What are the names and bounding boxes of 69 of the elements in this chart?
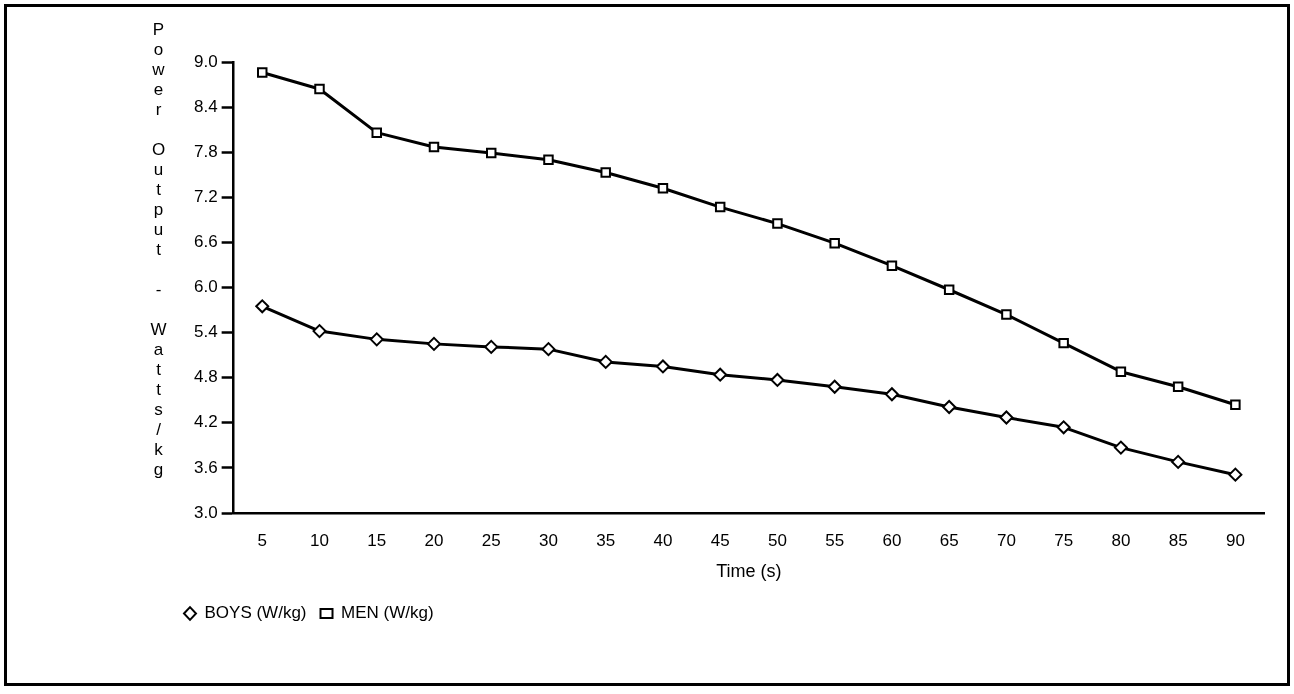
- y-tick-label: 4.2: [193, 412, 218, 432]
- point: [772, 218, 783, 229]
- x-tick-label: 25: [481, 530, 501, 550]
- y-axis-title: Power Output - Watts/kg: [149, 20, 168, 480]
- point: [943, 284, 955, 295]
- point: [1172, 381, 1184, 392]
- x-tick-label: 15: [367, 530, 387, 550]
- x-tick-label: 75: [1054, 530, 1074, 550]
- point: [999, 410, 1014, 425]
- point: [1115, 366, 1127, 377]
- point: [428, 141, 440, 153]
- x-tick-label: 30: [539, 530, 558, 550]
- point: [255, 299, 270, 314]
- x-tick-label: 90: [1225, 530, 1245, 550]
- point: [1001, 309, 1012, 320]
- x-axis-title: Time (s): [716, 561, 782, 582]
- x-tick-label: 70: [996, 530, 1016, 550]
- y-tick-label: 3.0: [193, 502, 218, 522]
- x-tick-label: 55: [825, 530, 845, 550]
- x-tick-label: 60: [882, 530, 902, 550]
- point: [886, 260, 898, 271]
- x-tick-label: 35: [596, 530, 616, 550]
- y-tick-label: 6.6: [193, 232, 218, 252]
- point: [1058, 337, 1069, 349]
- x-tick-label: 45: [710, 530, 730, 550]
- point: [829, 237, 840, 249]
- point: [1228, 467, 1243, 482]
- point: [942, 400, 957, 415]
- point: [485, 147, 497, 159]
- point: [600, 167, 611, 178]
- point: [543, 154, 554, 165]
- point: [1230, 399, 1241, 410]
- point: [770, 372, 785, 387]
- y-tick-label: 7.2: [193, 186, 218, 206]
- point: [1056, 420, 1071, 435]
- y-tick-label: 9.0: [193, 51, 218, 71]
- point: [884, 387, 899, 402]
- x-tick-label: 5: [257, 530, 267, 550]
- x-tick-label: 50: [767, 530, 787, 550]
- point: [257, 67, 268, 78]
- point: [371, 127, 382, 138]
- point: [426, 336, 441, 351]
- point: [598, 354, 613, 369]
- point: [369, 332, 384, 347]
- y-tick-label: 4.8: [193, 367, 218, 387]
- y-tick-label: 8.4: [193, 96, 218, 116]
- point: [1113, 440, 1128, 455]
- point: [484, 339, 499, 354]
- point: [657, 183, 669, 194]
- point: [713, 367, 728, 382]
- y-tick-label: 5.4: [193, 322, 218, 342]
- x-tick-label: 20: [424, 530, 444, 550]
- x-tick-label: 40: [653, 530, 673, 550]
- y-tick-label: 6.0: [193, 277, 218, 297]
- legend-label: MEN (W/kg): [341, 603, 434, 623]
- point: [1171, 454, 1186, 469]
- point: [827, 379, 842, 394]
- legend-label: BOYS (W/kg): [204, 603, 307, 623]
- x-tick-label: 10: [310, 530, 329, 550]
- y-tick-label: 7.8: [193, 141, 218, 161]
- point: [655, 359, 670, 374]
- point: [541, 342, 556, 357]
- point: [714, 201, 726, 213]
- x-tick-label: 65: [939, 530, 959, 550]
- x-tick-label: 85: [1168, 530, 1188, 550]
- x-tick-label: 80: [1111, 530, 1131, 550]
- y-tick-label: 3.6: [193, 457, 218, 477]
- point: [314, 83, 325, 95]
- point: [312, 324, 327, 339]
